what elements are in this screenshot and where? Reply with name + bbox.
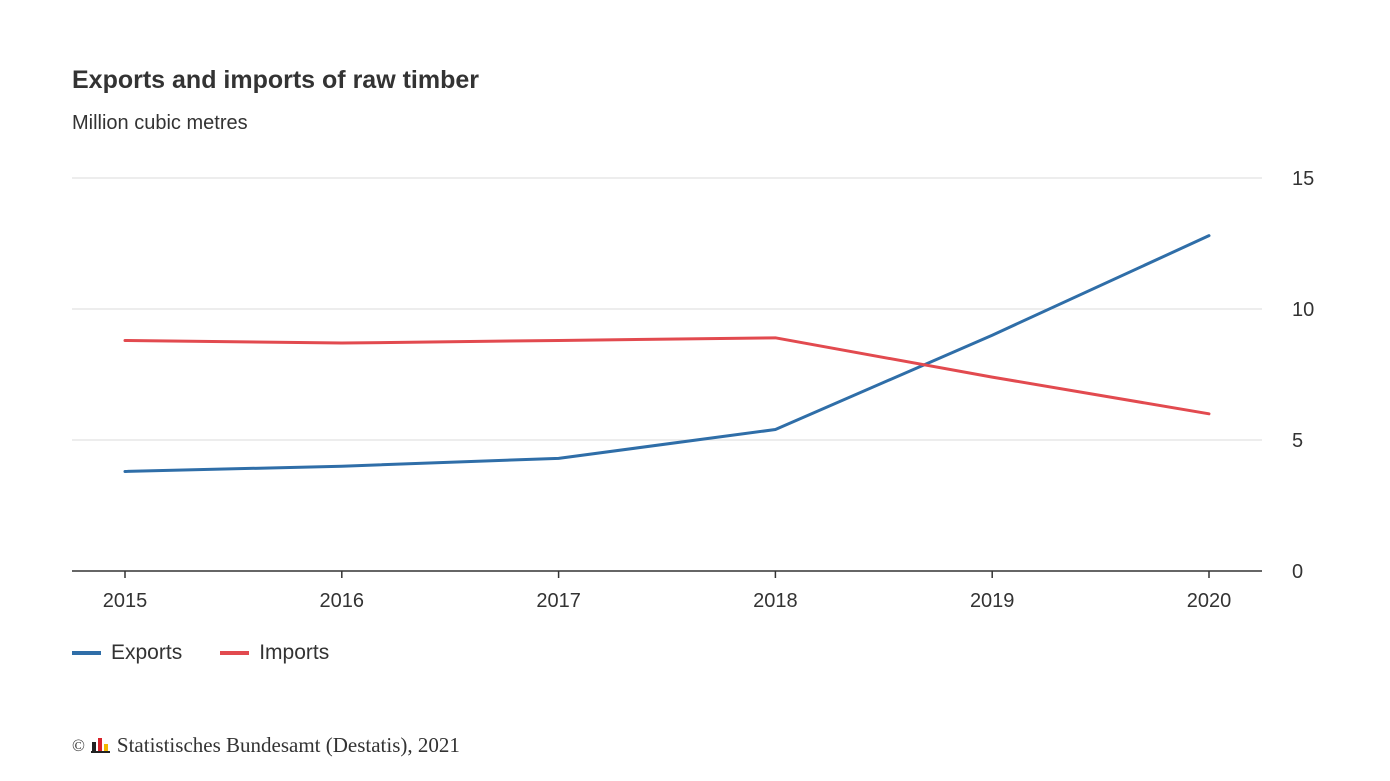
x-tick-label: 2017 — [536, 590, 581, 612]
legend: Exports Imports — [72, 641, 329, 665]
x-tick-label: 2015 — [103, 590, 148, 612]
destatis-logo-icon — [90, 737, 110, 753]
y-tick-label: 15 — [1292, 168, 1314, 190]
y-axis-labels: 0 5 10 15 — [1292, 168, 1314, 583]
y-tick-label: 0 — [1292, 561, 1303, 583]
legend-swatch-exports — [72, 651, 101, 655]
source-text: Statistisches Bundesamt (Destatis), 2021 — [116, 733, 460, 757]
line-chart: 0 5 10 15 2015 2016 2017 2018 2019 2020 — [72, 168, 1314, 612]
gridlines — [72, 177, 1262, 441]
x-tick-label: 2016 — [320, 590, 365, 612]
source-credit: © Statistisches Bundesamt (Destatis), 20… — [72, 733, 460, 758]
x-tick-label: 2018 — [753, 590, 798, 612]
y-tick-label: 10 — [1292, 299, 1314, 321]
x-axis — [72, 570, 1262, 578]
legend-label-exports: Exports — [111, 641, 183, 664]
x-tick-label: 2019 — [970, 590, 1015, 612]
legend-swatch-imports — [220, 651, 250, 655]
chart-title: Exports and imports of raw timber — [72, 66, 480, 94]
series-lines — [123, 234, 1211, 473]
copyright-symbol: © — [72, 735, 85, 755]
series-line-imports — [123, 336, 1211, 416]
y-tick-label: 5 — [1292, 430, 1303, 452]
x-axis-labels: 2015 2016 2017 2018 2019 2020 — [103, 590, 1232, 612]
series-line-exports — [123, 234, 1211, 473]
legend-item-exports: Exports — [72, 641, 182, 665]
legend-item-imports: Imports — [220, 641, 329, 665]
chart-subtitle: Million cubic metres — [72, 112, 248, 134]
legend-label-imports: Imports — [259, 641, 330, 664]
x-tick-label: 2020 — [1187, 590, 1232, 612]
